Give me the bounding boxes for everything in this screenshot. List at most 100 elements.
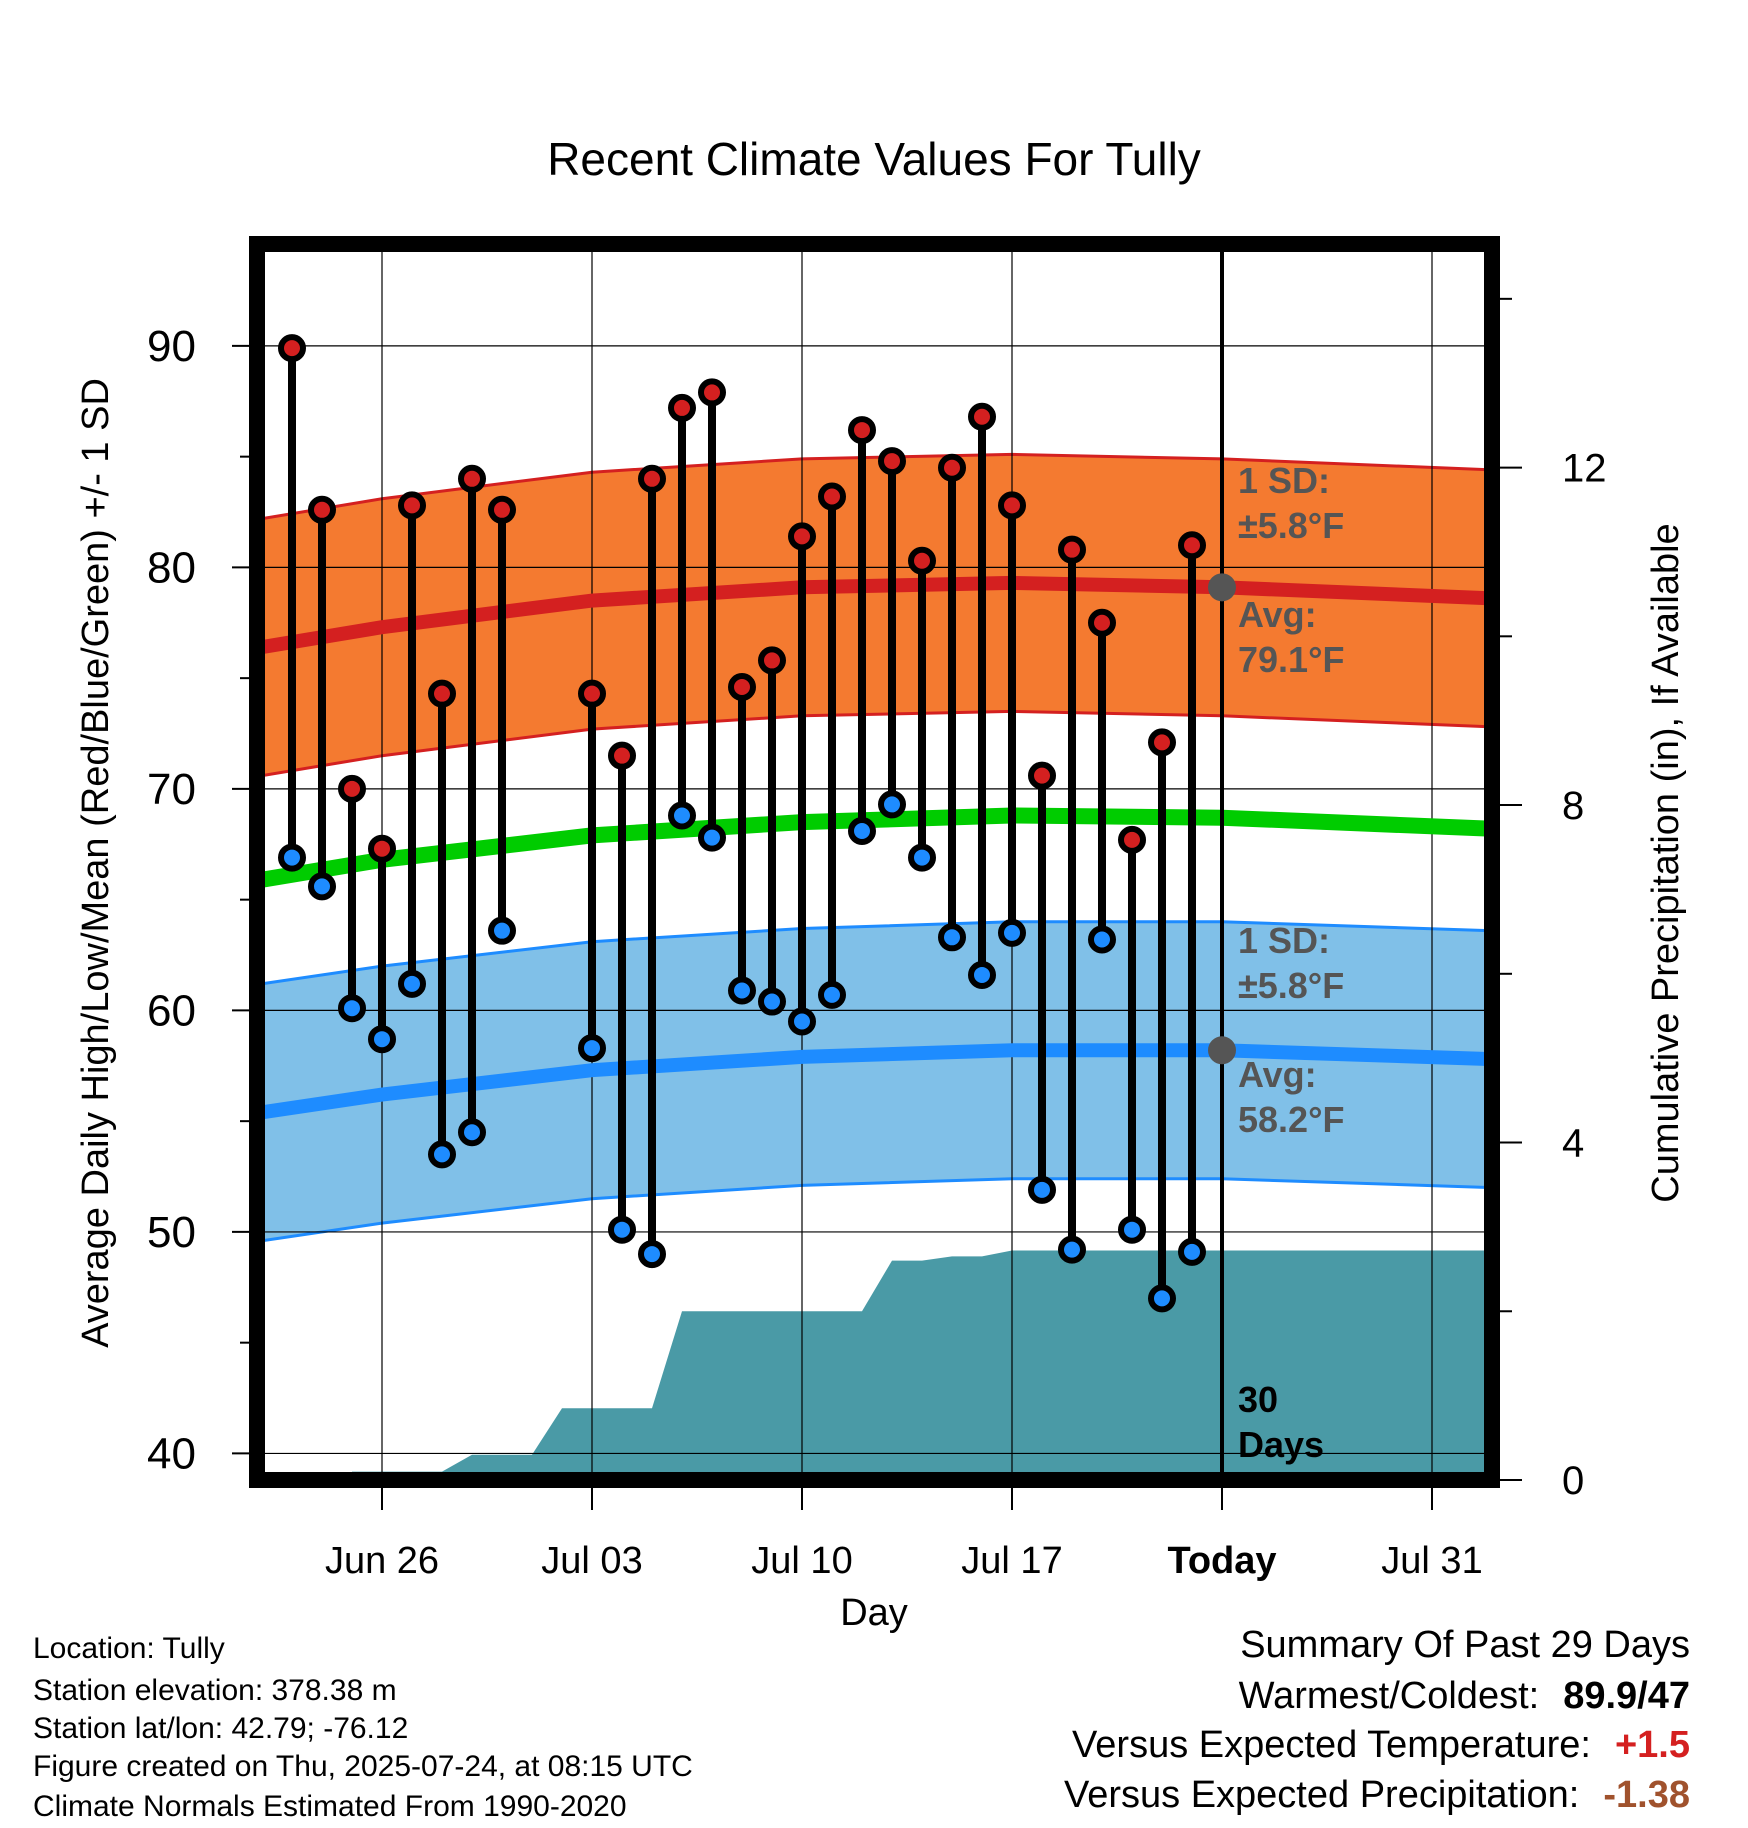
y-tick-label: 60: [147, 986, 196, 1035]
daily-high-point: [848, 416, 876, 445]
summary-warmest-value: 89.9/47: [1563, 1675, 1690, 1717]
low-sd-band: [262, 921, 1492, 1241]
x-tick-label: Jul 31: [1381, 1540, 1482, 1582]
daily-high-point: [308, 495, 336, 524]
daily-high-point: [968, 402, 996, 431]
daily-low-point: [938, 923, 966, 952]
chart-title: Recent Climate Values For Tully: [547, 133, 1201, 185]
daily-high-point: [818, 482, 846, 511]
y2-tick-label: 12: [1562, 447, 1607, 491]
daily-high-point: [788, 522, 816, 551]
summary-warmest-coldest: Warmest/Coldest: 89.9/47: [1239, 1677, 1690, 1715]
footer-latlon: Station lat/lon: 42.79; -76.12: [33, 1712, 409, 1745]
daily-high-point: [1148, 728, 1176, 757]
daily-low-point: [608, 1215, 636, 1244]
daily-low-point: [368, 1025, 396, 1054]
summary-precip: Versus Expected Precipitation: -1.38: [1064, 1776, 1690, 1814]
daily-high-point: [458, 464, 486, 493]
daily-low-point: [428, 1140, 456, 1169]
daily-low-point: [818, 980, 846, 1009]
daily-low-point: [1028, 1175, 1056, 1204]
summary-precip-value: -1.38: [1603, 1774, 1690, 1816]
daily-high-point: [1028, 761, 1056, 790]
daily-high-point: [398, 491, 426, 520]
daily-low-point: [308, 872, 336, 901]
annot-low-avg-value: 58.2°F: [1238, 1099, 1344, 1140]
x-axis-label: Day: [840, 1592, 908, 1634]
y-tick-label: 40: [147, 1429, 196, 1478]
daily-low-point: [998, 918, 1026, 947]
y2-tick-label: 8: [1562, 784, 1584, 828]
daily-high-point: [1178, 531, 1206, 560]
daily-high-point: [338, 774, 366, 803]
annot-days-number: 30: [1238, 1379, 1278, 1420]
footer-normals: Climate Normals Estimated From 1990-2020: [33, 1790, 627, 1823]
daily-low-point: [458, 1118, 486, 1147]
summary-precip-label: Versus Expected Precipitation:: [1063, 1774, 1580, 1816]
daily-low-point: [968, 960, 996, 989]
daily-high-point: [878, 447, 906, 476]
daily-low-point: [1118, 1215, 1146, 1244]
daily-high-point: [998, 491, 1026, 520]
daily-low-point: [728, 976, 756, 1005]
annot-low-sd-value: ±5.8°F: [1238, 965, 1344, 1006]
footer-location: Location: Tully: [33, 1632, 225, 1665]
daily-low-point: [668, 801, 696, 830]
daily-low-point: [878, 790, 906, 819]
y2-tick-label: 4: [1562, 1122, 1584, 1166]
precip-area: [352, 1250, 1492, 1480]
annot-days-label: Days: [1238, 1424, 1324, 1465]
y-tick-label: 80: [147, 543, 196, 592]
daily-high-point: [728, 673, 756, 702]
x-tick-label: Jul 10: [751, 1540, 852, 1582]
summary-title: Summary Of Past 29 Days: [1240, 1624, 1690, 1666]
today-high-avg-marker: [1208, 573, 1236, 602]
daily-low-point: [278, 843, 306, 872]
daily-high-point: [278, 334, 306, 363]
daily-low-point: [1058, 1235, 1086, 1264]
x-tick-label: Today: [1167, 1540, 1276, 1582]
daily-high-point: [368, 834, 396, 863]
x-tick-label: Jul 17: [961, 1540, 1062, 1582]
daily-low-point: [698, 823, 726, 852]
normal-mean-line: [262, 807, 1492, 888]
annot-low-avg-label: Avg:: [1238, 1054, 1317, 1095]
daily-high-point: [698, 378, 726, 407]
daily-high-point: [758, 646, 786, 675]
daily-low-point: [338, 994, 366, 1023]
annot-high-sd-label: 1 SD:: [1238, 460, 1330, 501]
daily-low-point: [758, 987, 786, 1016]
y2-tick-label: 0: [1562, 1459, 1584, 1503]
daily-low-point: [1148, 1284, 1176, 1313]
footer-elevation: Station elevation: 378.38 m: [33, 1674, 397, 1707]
daily-high-point: [578, 679, 606, 708]
daily-high-point: [1058, 535, 1086, 564]
daily-low-point: [578, 1034, 606, 1063]
daily-low-point: [788, 1007, 816, 1036]
daily-low-point: [398, 969, 426, 998]
daily-high-point: [668, 393, 696, 422]
daily-low-point: [848, 816, 876, 845]
plot-frame: [249, 236, 1500, 1488]
daily-high-point: [938, 453, 966, 482]
annot-high-sd-value: ±5.8°F: [1238, 505, 1344, 546]
daily-high-point: [908, 546, 936, 575]
x-tick-label: Jul 03: [541, 1540, 642, 1582]
daily-high-point: [1118, 825, 1146, 854]
summary-temp-label: Versus Expected Temperature:: [1072, 1724, 1591, 1766]
annot-low-sd-label: 1 SD:: [1238, 920, 1330, 961]
daily-high-point: [1088, 608, 1116, 637]
daily-low-point: [488, 916, 516, 945]
daily-low-point: [908, 843, 936, 872]
summary-warmest-label: Warmest/Coldest:: [1238, 1675, 1540, 1717]
daily-low-point: [1088, 925, 1116, 954]
y-tick-label: 50: [147, 1208, 196, 1257]
footer-created: Figure created on Thu, 2025-07-24, at 08…: [33, 1750, 693, 1783]
daily-high-point: [638, 464, 666, 493]
summary-temp: Versus Expected Temperature: +1.5: [1072, 1726, 1690, 1764]
daily-low-point: [1178, 1237, 1206, 1266]
today-low-avg-marker: [1208, 1036, 1236, 1065]
daily-high-point: [488, 495, 516, 524]
